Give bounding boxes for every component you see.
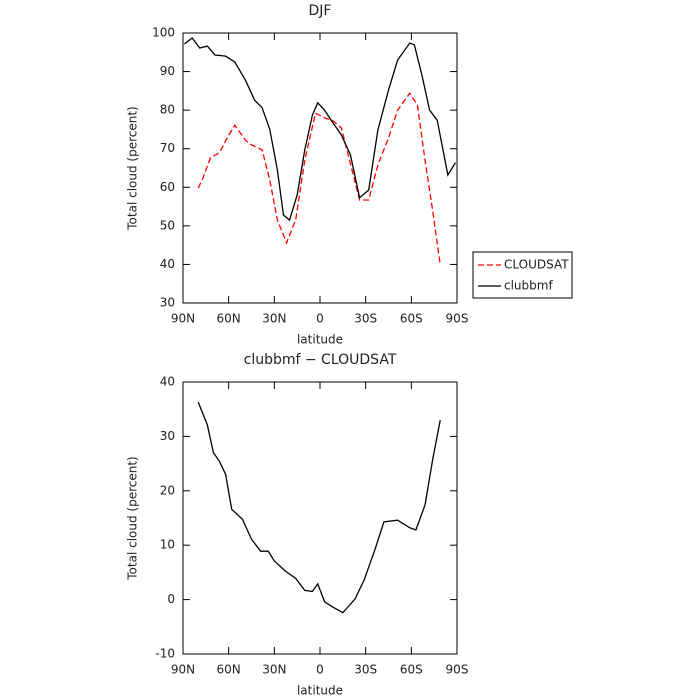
x-tick-label: 90N xyxy=(171,312,195,326)
y-tick-label: 40 xyxy=(160,375,175,389)
data-line xyxy=(197,401,441,614)
x-tick-label: 0 xyxy=(316,312,324,326)
y-tick-label: 40 xyxy=(160,257,175,271)
y-tick-label: -10 xyxy=(155,647,175,661)
y-tick-label: 70 xyxy=(160,141,175,155)
y-tick-label: 0 xyxy=(167,592,175,606)
y-axis-label: Total cloud (percent) xyxy=(126,106,140,230)
y-tick-label: 30 xyxy=(160,429,175,443)
legend-box xyxy=(472,251,573,299)
y-tick-label: 20 xyxy=(160,483,175,497)
legend-label: clubbmf xyxy=(504,279,553,293)
y-axis-label: Total cloud (percent) xyxy=(126,456,140,580)
y-tick-label: 10 xyxy=(160,538,175,552)
chart-title: DJF xyxy=(309,3,332,19)
x-tick-label: 30N xyxy=(262,663,286,677)
x-tick-label: 60N xyxy=(217,312,241,326)
x-tick-label: 90S xyxy=(446,663,469,677)
chart-title: clubbmf − CLOUDSAT xyxy=(244,352,397,368)
x-tick-label: 30S xyxy=(354,663,377,677)
y-tick-label: 50 xyxy=(160,218,175,232)
x-tick-label: 30N xyxy=(262,312,286,326)
x-tick-label: 60S xyxy=(400,312,423,326)
y-tick-label: 60 xyxy=(160,180,175,194)
x-tick-label: 90N xyxy=(171,663,195,677)
y-tick-label: 30 xyxy=(160,296,175,310)
plot-frame xyxy=(182,381,458,655)
x-axis-label: latitude xyxy=(297,684,343,698)
y-tick-label: 100 xyxy=(152,26,175,40)
data-line xyxy=(184,37,457,222)
x-tick-label: 60N xyxy=(217,663,241,677)
x-tick-label: 0 xyxy=(316,663,324,677)
x-tick-label: 60S xyxy=(400,663,423,677)
plot-frame xyxy=(182,32,458,304)
x-tick-label: 90S xyxy=(446,312,469,326)
x-axis-label: latitude xyxy=(297,333,343,347)
y-tick-label: 80 xyxy=(160,103,175,117)
x-tick-label: 30S xyxy=(354,312,377,326)
data-line xyxy=(197,92,441,265)
y-tick-label: 90 xyxy=(160,64,175,78)
legend-label: CLOUDSAT xyxy=(504,258,569,272)
